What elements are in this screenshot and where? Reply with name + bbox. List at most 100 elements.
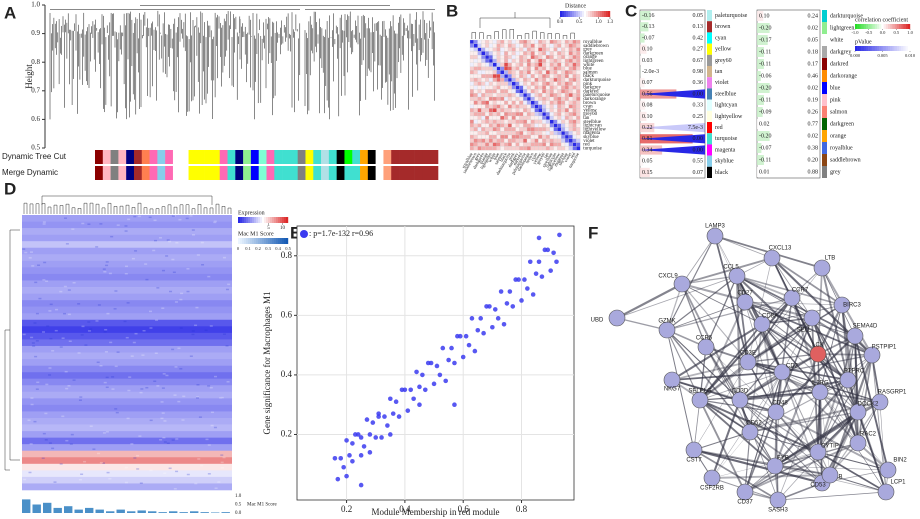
node bbox=[706, 227, 724, 245]
cell bbox=[530, 108, 535, 113]
texture-cell bbox=[125, 265, 129, 268]
node-label: DOCK2 bbox=[858, 402, 879, 408]
edge bbox=[711, 431, 751, 479]
p-label: 0.98 bbox=[693, 69, 704, 75]
y-axis-label: Gene significance for Macrophages M1 bbox=[262, 292, 272, 435]
cell bbox=[534, 104, 539, 109]
point bbox=[402, 387, 408, 393]
cell bbox=[561, 96, 566, 101]
cell bbox=[469, 108, 474, 113]
cell bbox=[538, 134, 543, 139]
node-label: CD3D bbox=[732, 389, 749, 395]
legend-tick-label: 0.5 bbox=[285, 246, 291, 251]
legend-swatch bbox=[258, 217, 261, 223]
cell bbox=[576, 89, 581, 94]
row-label: black bbox=[583, 74, 594, 79]
cell bbox=[572, 134, 577, 139]
texture bbox=[22, 215, 231, 490]
edge bbox=[747, 317, 813, 363]
cell bbox=[477, 134, 482, 139]
edge bbox=[693, 431, 751, 451]
texture-cell bbox=[87, 330, 91, 332]
module-color bbox=[305, 166, 314, 180]
cell bbox=[557, 100, 562, 105]
cell bbox=[500, 55, 505, 60]
r-label: -0.11 bbox=[759, 157, 771, 163]
edge bbox=[774, 411, 859, 467]
cell bbox=[549, 115, 554, 120]
cell bbox=[477, 119, 482, 124]
cell bbox=[572, 43, 577, 48]
legend-swatch bbox=[608, 11, 611, 17]
point bbox=[539, 274, 545, 279]
score-bar bbox=[148, 511, 157, 513]
cell bbox=[469, 47, 474, 52]
cell bbox=[492, 77, 497, 82]
cell bbox=[519, 89, 524, 94]
texture-cell bbox=[209, 386, 213, 389]
cell bbox=[473, 39, 478, 44]
cell bbox=[538, 112, 543, 117]
texture-cell bbox=[95, 246, 99, 248]
cell bbox=[568, 70, 573, 75]
cell bbox=[523, 85, 528, 90]
cell bbox=[515, 93, 520, 98]
texture-cell bbox=[177, 347, 181, 350]
cell bbox=[534, 47, 539, 52]
r-label: 0.01 bbox=[759, 169, 770, 175]
cell bbox=[553, 70, 558, 75]
y-tick-label: 0.7 bbox=[31, 86, 40, 94]
branch bbox=[149, 208, 154, 214]
texture-cell bbox=[220, 396, 224, 399]
cell bbox=[477, 127, 482, 132]
legend-swatch bbox=[244, 217, 247, 223]
point bbox=[390, 411, 396, 416]
score-bar bbox=[200, 512, 209, 513]
texture-cell bbox=[34, 355, 38, 358]
p-label: 0.46 bbox=[808, 73, 819, 79]
branch bbox=[65, 203, 70, 214]
cell bbox=[542, 55, 547, 60]
cell bbox=[561, 47, 566, 52]
r-label: -2.0e-3 bbox=[642, 69, 659, 75]
legend-swatch bbox=[270, 217, 273, 223]
cell bbox=[561, 134, 566, 139]
texture-cell bbox=[81, 325, 85, 328]
legend-swatch bbox=[244, 238, 247, 244]
texture-cell bbox=[48, 367, 52, 369]
cell bbox=[496, 138, 501, 143]
legend-tick-label: 10 bbox=[280, 226, 286, 231]
texture-cell bbox=[141, 354, 145, 356]
cell bbox=[500, 115, 505, 120]
row-band bbox=[22, 267, 232, 275]
cell bbox=[488, 138, 493, 143]
col-label: blue bbox=[492, 152, 500, 161]
cell bbox=[492, 115, 497, 120]
module-color bbox=[141, 150, 150, 164]
cell bbox=[523, 77, 528, 82]
cell bbox=[519, 74, 524, 79]
correlation-bar bbox=[640, 156, 644, 166]
cell bbox=[496, 115, 501, 120]
legend-swatch bbox=[885, 46, 889, 51]
correlation-bar bbox=[757, 35, 768, 45]
cell bbox=[568, 55, 573, 60]
edge bbox=[671, 371, 783, 381]
legend-swatch bbox=[246, 238, 249, 244]
cell bbox=[572, 89, 577, 94]
legend-swatch bbox=[564, 11, 567, 17]
texture-cell bbox=[106, 312, 110, 315]
cell bbox=[488, 47, 493, 52]
cell bbox=[568, 100, 573, 105]
node-label: SEMA4D bbox=[853, 324, 878, 330]
legend-swatch bbox=[894, 46, 897, 51]
texture-cell bbox=[33, 420, 37, 423]
cell bbox=[526, 70, 531, 75]
edge bbox=[817, 379, 849, 453]
module-label: blue bbox=[830, 85, 841, 91]
cell bbox=[549, 85, 554, 90]
cell bbox=[488, 146, 493, 151]
branch bbox=[35, 203, 40, 214]
edge bbox=[681, 257, 773, 285]
texture-cell bbox=[148, 216, 152, 219]
